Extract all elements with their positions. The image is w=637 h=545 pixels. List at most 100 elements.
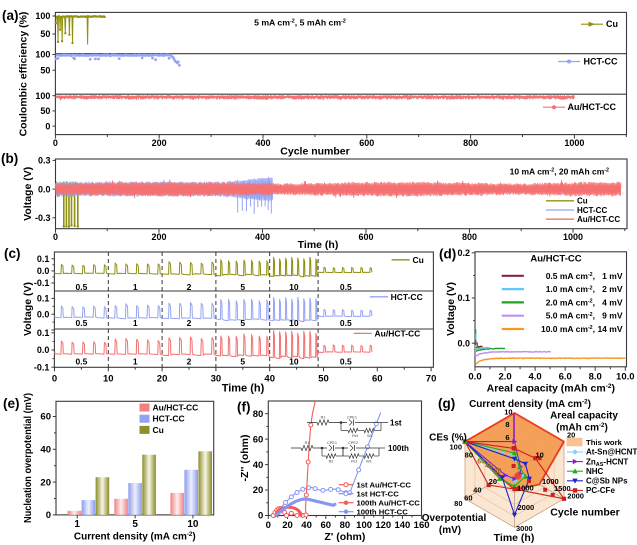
svg-text:HCT-CC: HCT-CC: [584, 57, 618, 67]
svg-text:800: 800: [463, 138, 478, 148]
svg-text:Areal capacity: Areal capacity: [550, 411, 618, 422]
svg-text:20: 20: [494, 468, 502, 475]
svg-text:10.0: 10.0: [616, 371, 635, 382]
svg-text:1: 1: [74, 519, 80, 530]
svg-text:20: 20: [157, 373, 168, 384]
svg-text:Cycle number: Cycle number: [550, 507, 619, 519]
svg-text:5 mA cm-2​, 5 mAh cm-2​: 5 mA cm-2​, 5 mAh cm-2​: [254, 18, 346, 28]
svg-text:9 mV: 9 mV: [602, 311, 623, 321]
svg-text:0.1: 0.1: [37, 328, 50, 338]
svg-text:600: 600: [359, 138, 374, 148]
svg-text:0: 0: [53, 232, 58, 242]
svg-text:0.3: 0.3: [38, 156, 51, 166]
svg-text:0.5: 0.5: [340, 357, 352, 367]
svg-text:0.5: 0.5: [75, 318, 87, 328]
svg-text:Current density (mA cm-2​): Current density (mA cm-2​): [74, 531, 196, 542]
svg-text:8.0: 8.0: [589, 371, 602, 382]
svg-text:W1: W1: [367, 434, 373, 438]
svg-text:1000: 1000: [564, 138, 584, 148]
svg-text:100: 100: [449, 443, 462, 452]
svg-text:80: 80: [253, 409, 264, 420]
svg-text:0.1: 0.1: [37, 294, 50, 304]
svg-text:4 mV: 4 mV: [602, 297, 623, 307]
svg-text:0.5: 0.5: [75, 357, 87, 367]
svg-text:10.0 mA cm-2​,: 10.0 mA cm-2​,: [541, 324, 595, 334]
svg-text:Time (h): Time (h): [222, 383, 265, 395]
svg-text:10: 10: [289, 318, 299, 328]
svg-text:1.0 mA cm-2​,: 1.0 mA cm-2​,: [546, 284, 595, 294]
svg-text:200: 200: [151, 232, 166, 242]
svg-text:10: 10: [289, 282, 299, 292]
svg-text:400: 400: [255, 138, 270, 148]
svg-text:0: 0: [258, 511, 263, 522]
svg-text:1st Au/HCT-CC: 1st Au/HCT-CC: [357, 481, 412, 490]
svg-text:-0.3: -0.3: [35, 213, 51, 223]
svg-text:5: 5: [240, 318, 245, 328]
svg-text:C@Sb NPs: C@Sb NPs: [586, 477, 628, 486]
svg-text:120: 120: [375, 520, 391, 531]
svg-text:R1: R1: [321, 416, 326, 420]
svg-text:10 mA cm-2​, 20 mAh cm-2​: 10 mA cm-2​, 20 mAh cm-2​: [510, 167, 609, 177]
svg-text:Z' (ohm): Z' (ohm): [324, 531, 365, 543]
svg-text:(a): (a): [2, 8, 19, 23]
svg-text:Voltage (V): Voltage (V): [445, 282, 457, 336]
svg-text:At-Sn@HCNT: At-Sn@HCNT: [586, 448, 637, 457]
svg-text:8: 8: [505, 420, 509, 429]
svg-text:CPE2: CPE2: [348, 441, 358, 445]
svg-text:Time (h): Time (h): [298, 239, 339, 251]
svg-text:2000: 2000: [518, 503, 535, 512]
svg-text:40: 40: [485, 463, 493, 470]
svg-text:Cu: Cu: [577, 197, 588, 206]
svg-text:5: 5: [240, 357, 245, 367]
svg-text:Nucleation overpotential (mV): Nucleation overpotential (mV): [23, 393, 34, 523]
svg-text:10: 10: [103, 373, 114, 384]
svg-text:200: 200: [152, 138, 167, 148]
svg-text:20: 20: [282, 520, 293, 531]
svg-text:Au/HCT-CC: Au/HCT-CC: [153, 403, 199, 413]
svg-text:60: 60: [40, 412, 51, 423]
svg-text:HCT-CC: HCT-CC: [577, 206, 607, 215]
svg-text:6: 6: [505, 433, 509, 442]
svg-text:0.0: 0.0: [457, 338, 470, 348]
svg-text:(b): (b): [1, 151, 18, 166]
svg-text:1: 1: [133, 318, 138, 328]
svg-text:10: 10: [504, 408, 512, 417]
svg-text:1st: 1st: [390, 419, 402, 428]
svg-text:80: 80: [340, 520, 351, 531]
svg-text:R2: R2: [329, 460, 334, 464]
svg-text:50: 50: [40, 29, 50, 39]
svg-text:(d): (d): [439, 247, 456, 262]
svg-text:1st HCT-CC: 1st HCT-CC: [357, 490, 400, 499]
svg-text:0.5: 0.5: [340, 318, 352, 328]
svg-text:1000: 1000: [517, 484, 534, 493]
svg-text:4.0: 4.0: [528, 371, 541, 382]
svg-text:0.0: 0.0: [37, 309, 50, 319]
svg-text:30: 30: [211, 373, 222, 384]
svg-text:0.5 mA cm-2​,: 0.5 mA cm-2​,: [546, 271, 595, 281]
svg-text:0.0: 0.0: [37, 266, 50, 276]
svg-text:50: 50: [318, 373, 329, 384]
svg-text:100: 100: [35, 50, 50, 60]
svg-text:Voltage (V): Voltage (V): [22, 282, 34, 336]
svg-text:Cu: Cu: [413, 255, 424, 265]
svg-text:10: 10: [187, 519, 199, 530]
svg-text:1500: 1500: [554, 484, 571, 493]
svg-text:(c): (c): [4, 246, 21, 261]
svg-text:40: 40: [301, 520, 312, 531]
svg-text:Rct: Rct: [351, 460, 358, 464]
svg-text:100th HCT-CC: 100th HCT-CC: [357, 508, 409, 517]
svg-text:1: 1: [133, 282, 138, 292]
svg-text:2: 2: [187, 357, 192, 367]
svg-text:Overpotential: Overpotential: [422, 513, 487, 524]
svg-text:80: 80: [454, 499, 462, 508]
svg-text:Areal capacity (mAh cm-2​): Areal capacity (mAh cm-2​): [487, 383, 615, 395]
svg-text:Au/HCT-CC: Au/HCT-CC: [375, 328, 421, 338]
svg-text:2.0: 2.0: [498, 371, 511, 382]
svg-text:10: 10: [536, 451, 544, 460]
svg-text:2: 2: [187, 318, 192, 328]
svg-text:W1: W1: [366, 460, 372, 464]
svg-text:HCT-CC: HCT-CC: [153, 414, 185, 424]
svg-text:100th: 100th: [388, 444, 409, 453]
svg-text:60: 60: [253, 434, 264, 445]
svg-text:50: 50: [40, 106, 50, 116]
